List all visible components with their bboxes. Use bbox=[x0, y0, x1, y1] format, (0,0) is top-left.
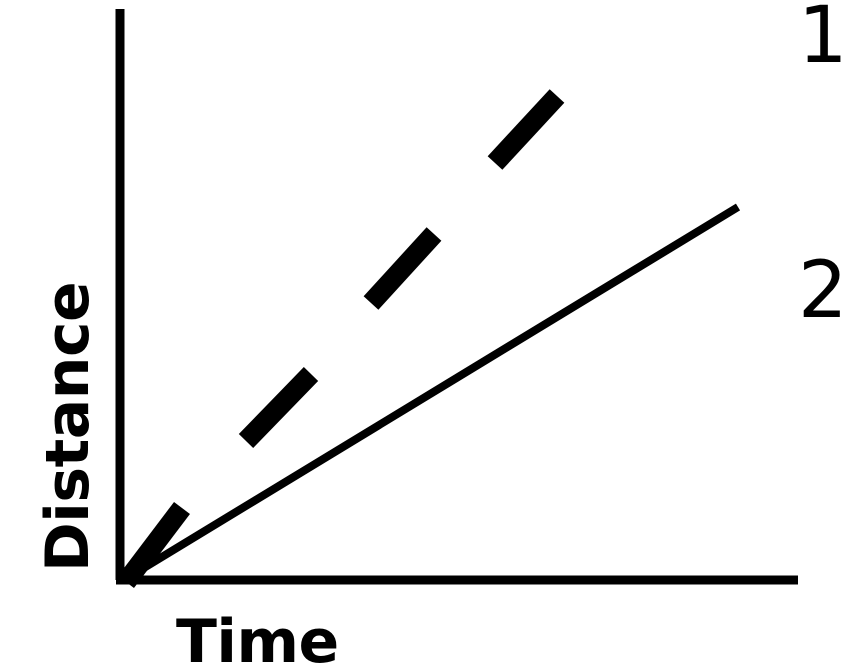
y-axis-label: Distance bbox=[33, 281, 103, 572]
series-1-dash-3 bbox=[363, 227, 442, 310]
x-axis-label: Time bbox=[176, 607, 339, 671]
series-2-solid-line bbox=[121, 203, 741, 584]
series-1-dash-1 bbox=[118, 501, 190, 589]
series-1-dashed-line bbox=[118, 89, 565, 589]
series-1-dash-2 bbox=[238, 367, 319, 448]
series-2-label: 2 bbox=[798, 246, 848, 336]
series-1-dash-4 bbox=[487, 89, 565, 170]
series-1-label: 1 bbox=[798, 0, 848, 81]
